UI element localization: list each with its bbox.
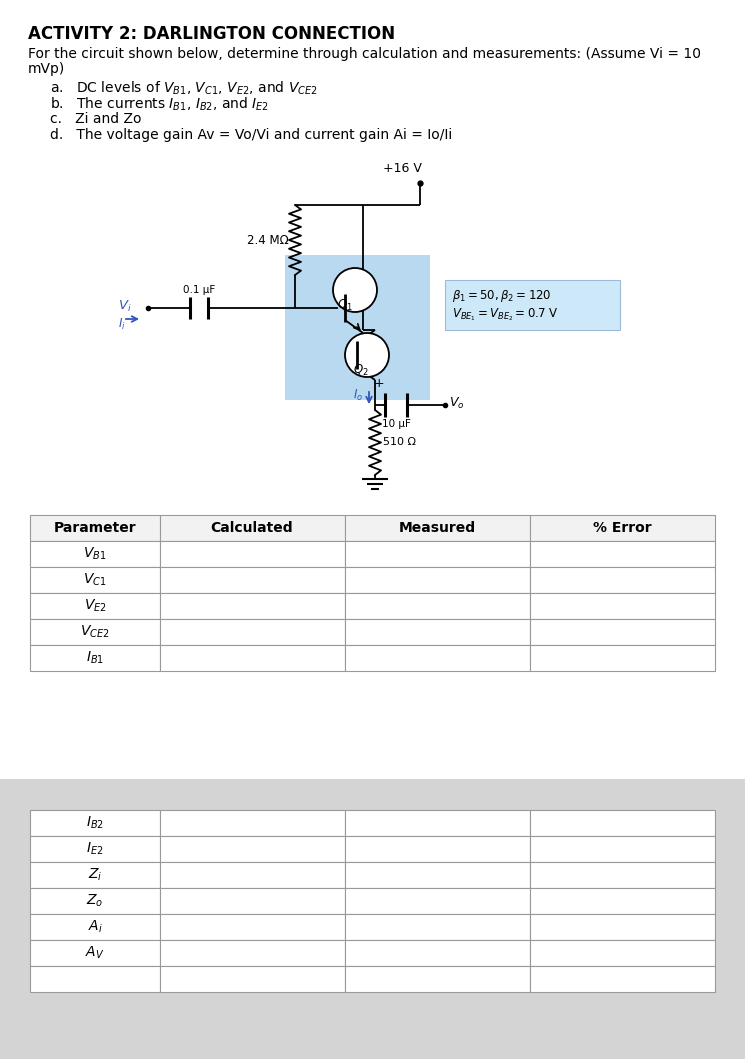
Circle shape bbox=[333, 268, 377, 312]
Text: For the circuit shown below, determine through calculation and measurements: (As: For the circuit shown below, determine t… bbox=[28, 47, 701, 61]
Bar bbox=[0, 779, 745, 1059]
Text: d.   The voltage gain Av = Vo/Vi and current gain Ai = Io/Ii: d. The voltage gain Av = Vo/Vi and curre… bbox=[50, 128, 452, 142]
Bar bbox=[345, 862, 530, 889]
Bar bbox=[160, 620, 345, 645]
Bar bbox=[530, 645, 715, 671]
Bar bbox=[30, 862, 160, 889]
Bar bbox=[160, 593, 345, 620]
Bar bbox=[530, 593, 715, 620]
Bar bbox=[345, 889, 530, 914]
Text: $I_i$: $I_i$ bbox=[118, 317, 126, 331]
Text: b.   The currents $I_{B1}$, $I_{B2}$, and $I_{E2}$: b. The currents $I_{B1}$, $I_{B2}$, and … bbox=[50, 96, 269, 113]
Bar bbox=[530, 889, 715, 914]
Text: 10 μF: 10 μF bbox=[381, 419, 410, 429]
Bar bbox=[530, 541, 715, 567]
Text: $A_V$: $A_V$ bbox=[85, 945, 105, 962]
Bar bbox=[30, 914, 160, 940]
Text: Measured: Measured bbox=[399, 521, 475, 535]
Bar bbox=[530, 620, 715, 645]
Bar bbox=[30, 515, 160, 541]
Bar bbox=[30, 810, 160, 836]
Bar bbox=[30, 836, 160, 862]
Text: c.   Zi and Zo: c. Zi and Zo bbox=[50, 112, 142, 126]
Bar bbox=[160, 836, 345, 862]
Text: $I_o$: $I_o$ bbox=[353, 388, 363, 402]
Text: $V_{E2}$: $V_{E2}$ bbox=[83, 597, 107, 614]
Bar bbox=[345, 541, 530, 567]
Bar bbox=[160, 966, 345, 992]
Bar bbox=[30, 620, 160, 645]
Bar bbox=[30, 593, 160, 620]
Bar bbox=[530, 567, 715, 593]
Bar bbox=[160, 862, 345, 889]
Text: +: + bbox=[374, 377, 384, 390]
Bar bbox=[30, 889, 160, 914]
Text: $A_i$: $A_i$ bbox=[88, 919, 103, 935]
Text: $I_{B2}$: $I_{B2}$ bbox=[86, 814, 104, 831]
Text: $I_{B1}$: $I_{B1}$ bbox=[86, 650, 104, 666]
Text: $V_i$: $V_i$ bbox=[118, 299, 132, 313]
Bar bbox=[345, 914, 530, 940]
Bar bbox=[345, 515, 530, 541]
Bar bbox=[345, 966, 530, 992]
Bar bbox=[160, 810, 345, 836]
Bar bbox=[30, 541, 160, 567]
Bar bbox=[345, 940, 530, 966]
Text: a.   DC levels of $V_{B1}$, $V_{C1}$, $V_{E2}$, and $V_{CE2}$: a. DC levels of $V_{B1}$, $V_{C1}$, $V_{… bbox=[50, 80, 318, 97]
Text: 2.4 MΩ: 2.4 MΩ bbox=[247, 233, 289, 247]
Text: Calculated: Calculated bbox=[211, 521, 294, 535]
Text: Parameter: Parameter bbox=[54, 521, 136, 535]
Text: 510 Ω: 510 Ω bbox=[383, 437, 416, 447]
Text: $V_{B1}$: $V_{B1}$ bbox=[83, 545, 107, 562]
Text: $\beta_1 = 50, \beta_2 = 120$: $\beta_1 = 50, \beta_2 = 120$ bbox=[452, 288, 551, 304]
Bar bbox=[160, 515, 345, 541]
Bar bbox=[160, 940, 345, 966]
Bar bbox=[345, 593, 530, 620]
Bar bbox=[445, 280, 620, 330]
Text: ACTIVITY 2: DARLINGTON CONNECTION: ACTIVITY 2: DARLINGTON CONNECTION bbox=[28, 25, 395, 43]
Text: % Error: % Error bbox=[593, 521, 651, 535]
Text: $Z_i$: $Z_i$ bbox=[88, 867, 102, 883]
Text: $V_o$: $V_o$ bbox=[449, 395, 464, 411]
Bar bbox=[530, 862, 715, 889]
Bar bbox=[160, 889, 345, 914]
Bar bbox=[530, 940, 715, 966]
Text: $V_{C1}$: $V_{C1}$ bbox=[83, 572, 107, 588]
Text: $Z_o$: $Z_o$ bbox=[86, 893, 104, 910]
Text: +16 V: +16 V bbox=[383, 162, 422, 175]
Text: mVp): mVp) bbox=[28, 62, 66, 76]
Bar bbox=[160, 567, 345, 593]
Bar bbox=[345, 567, 530, 593]
Bar bbox=[30, 966, 160, 992]
Bar bbox=[160, 645, 345, 671]
Text: 0.1 μF: 0.1 μF bbox=[183, 285, 215, 295]
Bar bbox=[345, 810, 530, 836]
Text: $V_{BE_1} = V_{BE_2} = 0.7$ V: $V_{BE_1} = V_{BE_2} = 0.7$ V bbox=[452, 306, 559, 323]
Bar bbox=[30, 940, 160, 966]
Bar bbox=[530, 914, 715, 940]
Bar bbox=[530, 515, 715, 541]
Text: $Q_1$: $Q_1$ bbox=[337, 298, 352, 313]
Bar bbox=[530, 966, 715, 992]
Bar bbox=[285, 255, 430, 400]
Bar bbox=[530, 836, 715, 862]
Bar bbox=[345, 645, 530, 671]
Bar bbox=[160, 914, 345, 940]
Text: $V_{CE2}$: $V_{CE2}$ bbox=[80, 624, 110, 641]
Bar bbox=[30, 567, 160, 593]
Bar bbox=[30, 645, 160, 671]
Bar bbox=[530, 810, 715, 836]
Text: $I_{E2}$: $I_{E2}$ bbox=[86, 841, 104, 857]
Text: $Q_2$: $Q_2$ bbox=[353, 363, 369, 378]
Bar bbox=[345, 620, 530, 645]
Circle shape bbox=[345, 333, 389, 377]
Bar bbox=[160, 541, 345, 567]
Bar bbox=[345, 836, 530, 862]
